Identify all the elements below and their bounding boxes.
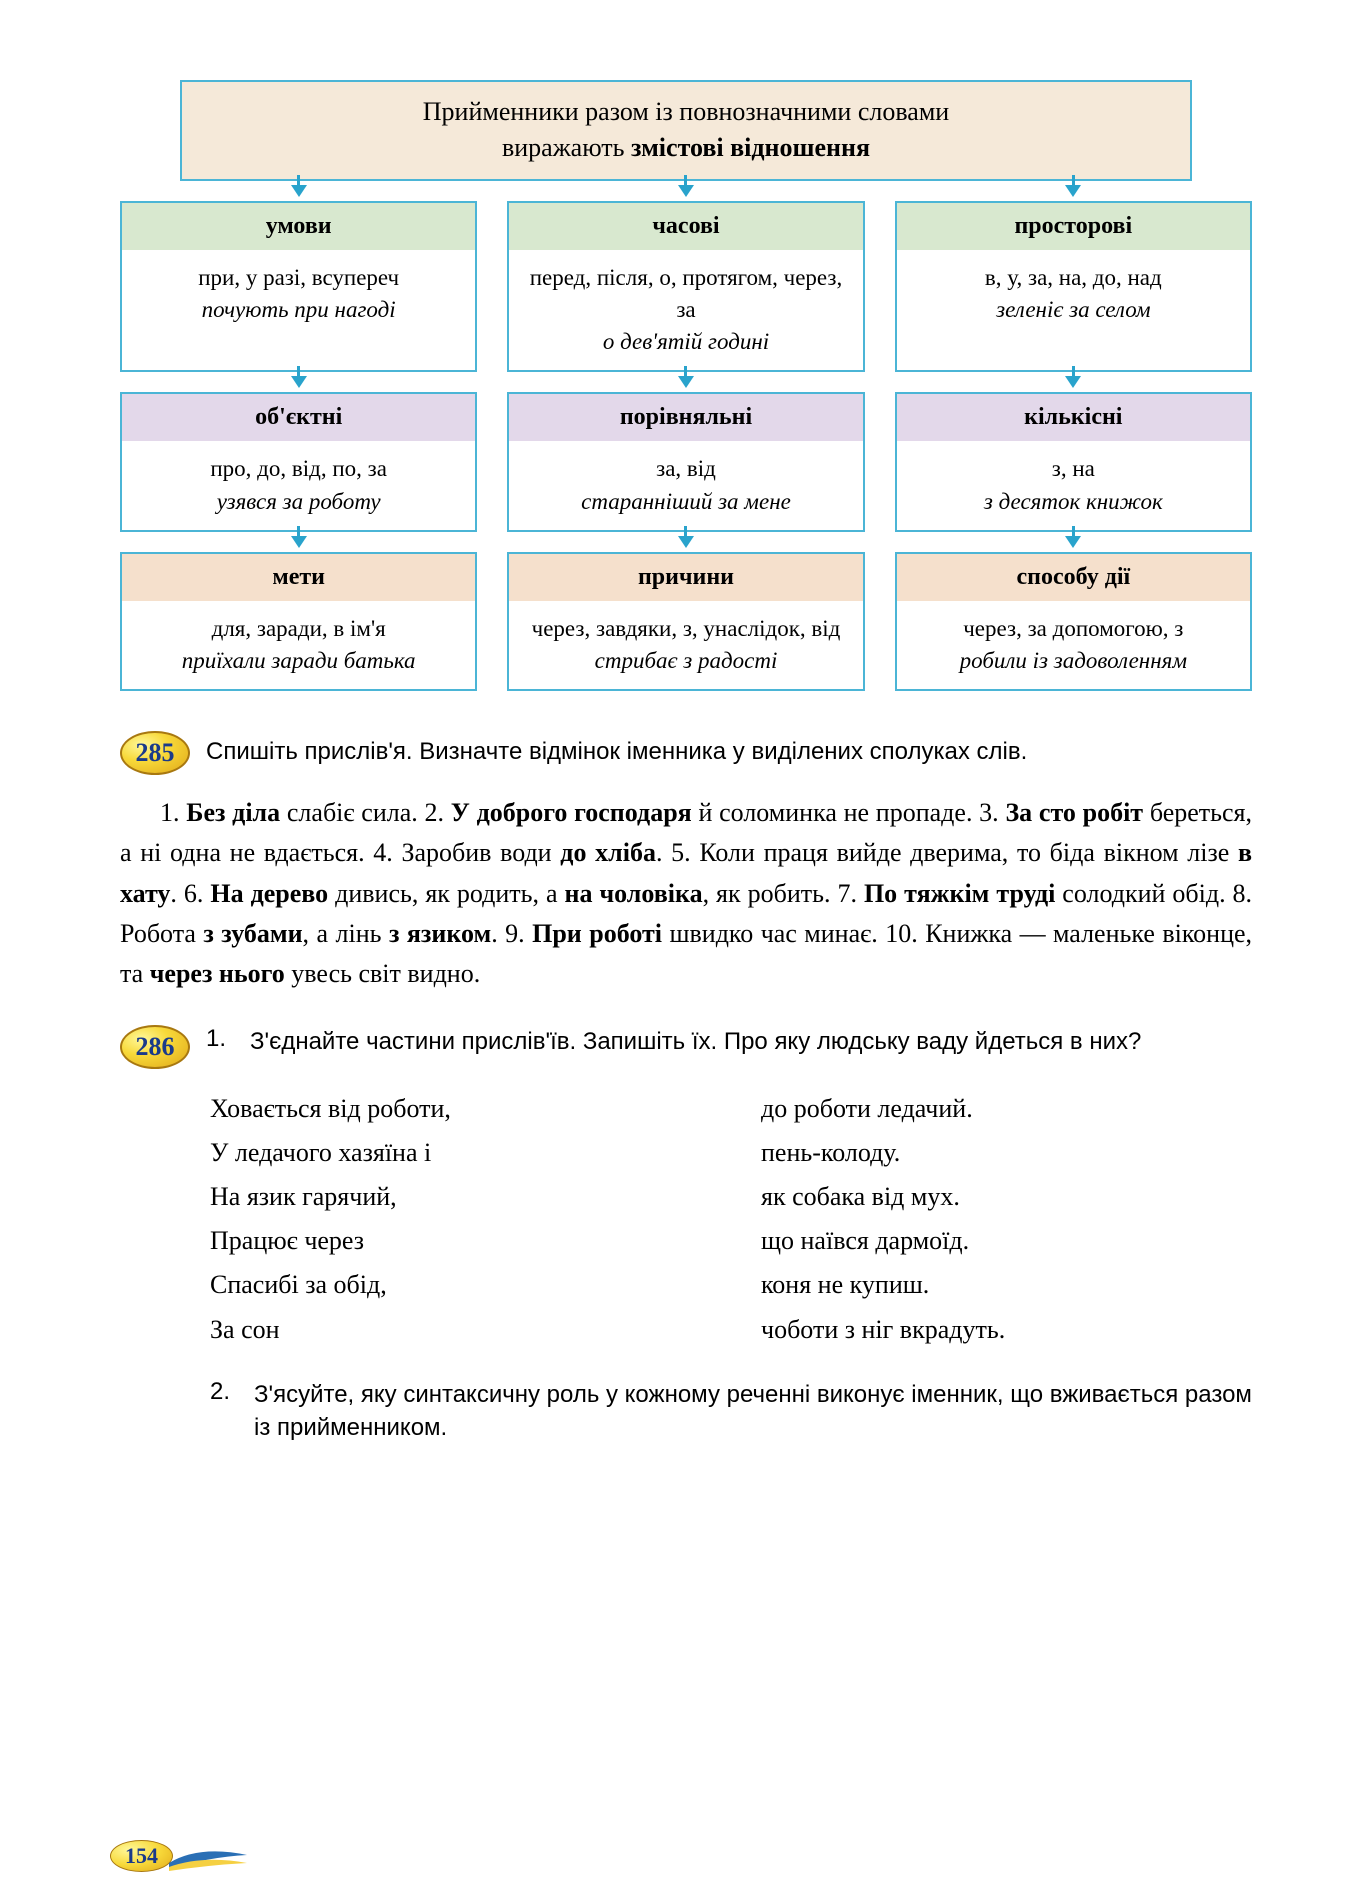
cell-obiektni: об'єктні про, до, від, по, за узявся за … xyxy=(120,392,477,531)
exercise-number-badge: 285 xyxy=(120,731,190,775)
list-item: коня не купиш. xyxy=(761,1263,1252,1307)
cell-body: для, заради, в ім'я приїхали заради бать… xyxy=(122,601,475,689)
arrow-icon xyxy=(678,185,694,197)
cell-body: з, на з десяток книжок xyxy=(897,441,1250,529)
cell-body: за, від старанніший за мене xyxy=(509,441,862,529)
subtask-2: 2. З'ясуйте, яку синтаксичну роль у кожн… xyxy=(210,1378,1252,1445)
list-item: За сон xyxy=(210,1308,701,1352)
list-item: пень-колоду. xyxy=(761,1131,1252,1175)
column-right: до роботи ледачий. пень-колоду. як собак… xyxy=(761,1087,1252,1352)
cell-body: через, завдяки, з, унаслідок, від стриба… xyxy=(509,601,862,689)
diagram-title-box: Прийменники разом із повнозначними слова… xyxy=(180,80,1192,181)
arrow-icon xyxy=(1065,376,1081,388)
cell-prychyny: причини через, завдяки, з, унаслідок, ві… xyxy=(507,552,864,691)
list-item: На язик гарячий, xyxy=(210,1175,701,1219)
diagram-title-line2-pre: виражають xyxy=(502,133,631,162)
subtask-1-text: З'єднайте частини прислів'їв. Запишіть ї… xyxy=(250,1025,1141,1059)
cell-kilkisni: кількісні з, на з десяток книжок xyxy=(895,392,1252,531)
cell-sposobu: способу дії через, за допомогою, з робил… xyxy=(895,552,1252,691)
column-left: Ховається від роботи, У ледачого хазяїна… xyxy=(210,1087,701,1352)
list-item: чоботи з ніг вкрадуть. xyxy=(761,1308,1252,1352)
textbook-page: Прийменники разом із повнозначними слова… xyxy=(0,0,1352,1902)
list-item: Працює через xyxy=(210,1219,701,1263)
arrow-icon xyxy=(678,376,694,388)
cell-header: причини xyxy=(509,554,862,601)
list-item: У ледачого хазяїна і xyxy=(210,1131,701,1175)
list-item: що наївся дармоїд. xyxy=(761,1219,1252,1263)
arrow-icon xyxy=(1065,185,1081,197)
cell-body: при, у разі, всупереч почують при нагоді xyxy=(122,250,475,338)
cell-header: об'єктні xyxy=(122,394,475,441)
cell-prostorovi: просторові в, у, за, на, до, над зеленіє… xyxy=(895,201,1252,373)
exercise-286-header: 286 1. З'єднайте частини прислів'їв. Зап… xyxy=(120,1025,1252,1069)
list-item: Спасибі за обід, xyxy=(210,1263,701,1307)
list-item: до роботи ледачий. xyxy=(761,1087,1252,1131)
exercise-285-prompt: Спишіть прислів'я. Визначте відмінок іме… xyxy=(206,731,1027,769)
cell-header: мети xyxy=(122,554,475,601)
exercise-285-body: 1. Без діла слабіє сила. 2. У доброго го… xyxy=(120,793,1252,994)
cell-mety: мети для, заради, в ім'я приїхали заради… xyxy=(120,552,477,691)
diagram-title-line1: Прийменники разом із повнозначними слова… xyxy=(423,97,949,126)
arrow-icon xyxy=(1065,536,1081,548)
cell-header: способу дії xyxy=(897,554,1250,601)
cell-umovy: умови при, у разі, всупереч почують при … xyxy=(120,201,477,373)
exercise-285-header: 285 Спишіть прислів'я. Визначте відмінок… xyxy=(120,731,1252,775)
diagram-row-3: мети для, заради, в ім'я приїхали заради… xyxy=(120,552,1252,691)
list-item: Ховається від роботи, xyxy=(210,1087,701,1131)
arrow-icon xyxy=(678,536,694,548)
cell-chasovi: часові перед, після, о, протягом, через,… xyxy=(507,201,864,373)
cell-header: порівняльні xyxy=(509,394,862,441)
cell-header: просторові xyxy=(897,203,1250,250)
exercise-286-columns: Ховається від роботи, У ледачого хазяїна… xyxy=(210,1087,1252,1352)
cell-body: в, у, за, на, до, над зеленіє за селом xyxy=(897,250,1250,338)
cell-header: часові xyxy=(509,203,862,250)
subtask-1-num: 1. xyxy=(206,1025,230,1059)
cell-body: через, за допомогою, з робили із задовол… xyxy=(897,601,1250,689)
diagram-row-2: об'єктні про, до, від, по, за узявся за … xyxy=(120,392,1252,531)
diagram-title-line2-bold: змістові відношення xyxy=(631,133,870,162)
page-swoosh-icon xyxy=(169,1841,249,1871)
arrow-icon xyxy=(291,376,307,388)
cell-header: кількісні xyxy=(897,394,1250,441)
cell-header: умови xyxy=(122,203,475,250)
page-number-area: 154 xyxy=(110,1840,249,1872)
cell-porivnialni: порівняльні за, від старанніший за мене xyxy=(507,392,864,531)
list-item: як собака від мух. xyxy=(761,1175,1252,1219)
exercise-number-badge: 286 xyxy=(120,1025,190,1069)
cell-body: про, до, від, по, за узявся за роботу xyxy=(122,441,475,529)
diagram-prepositions: Прийменники разом із повнозначними слова… xyxy=(120,80,1252,691)
arrow-icon xyxy=(291,536,307,548)
page-number: 154 xyxy=(110,1840,173,1872)
arrow-icon xyxy=(291,185,307,197)
subtask-2-num: 2. xyxy=(210,1378,234,1445)
cell-body: перед, після, о, протягом, через, за о д… xyxy=(509,250,862,371)
subtask-2-text: З'ясуйте, яку синтаксичну роль у кожному… xyxy=(254,1378,1252,1445)
diagram-row-1: умови при, у разі, всупереч почують при … xyxy=(120,201,1252,373)
